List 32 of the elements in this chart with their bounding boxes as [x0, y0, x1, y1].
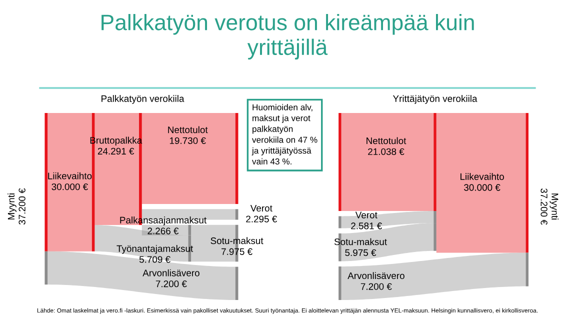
data-label: 30.000 € [52, 183, 88, 190]
category-label: Arvonlisävero [348, 272, 404, 280]
data-label: 30.000 € [464, 184, 500, 191]
data-label: 7.200 € [360, 283, 392, 290]
data-label: 24.291 € [98, 148, 134, 155]
data-label: 37.200 € [18, 188, 26, 225]
text: Palkkatyön verotus on kireämpää kuin yrittäjillä [102, 14, 474, 60]
category-label: Työnantajamaksut [116, 245, 194, 254]
data-label: 7.975 € [222, 248, 252, 255]
data-label: 37.200 € [540, 188, 548, 225]
text: Huomioiden alv, maksut ja verot palkkatyön verokiila on 47 % ja yrittäjätyössä vain 43 %. [252, 104, 318, 164]
category-label: Nettotulot [168, 126, 208, 134]
category-label: Sotu-maksut [334, 238, 387, 246]
category-label: Verot [250, 204, 272, 212]
category-label: Arvonlisävero [142, 269, 200, 276]
category-label: Myynti [8, 193, 16, 220]
data-label: 19.730 € [170, 137, 206, 144]
data-label: 2.581 € [351, 222, 382, 230]
data-label: 5.709 € [139, 256, 170, 263]
category-label: Nettotulot [366, 137, 406, 144]
data-label: 7.200 € [156, 280, 187, 288]
data-label: 2.266 € [148, 228, 179, 234]
text: Palkkatyön verokiila [102, 95, 184, 104]
data-label: 21.038 € [368, 148, 404, 156]
text: Yrittäjätyön verokiila [392, 95, 478, 104]
category-label: Verot [355, 212, 378, 218]
data-label: 2.295 € [246, 216, 278, 222]
category-label: Myynti [550, 194, 559, 220]
category-label: Liikevaihto [460, 173, 504, 180]
data-label: 5.975 € [345, 249, 376, 256]
category-label: Liikevaihto [48, 172, 92, 180]
category-label: Sotu-maksut [210, 237, 264, 244]
